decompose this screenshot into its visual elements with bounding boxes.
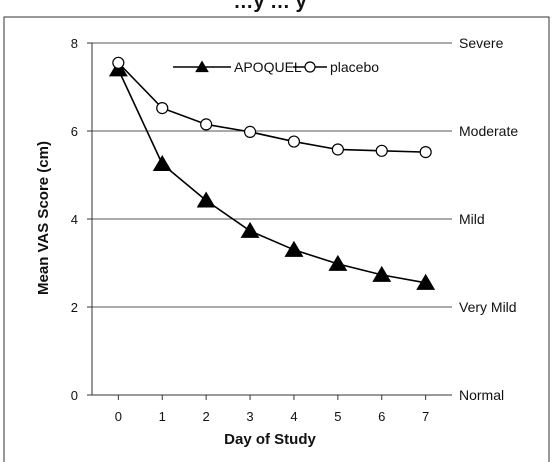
series-layer bbox=[108, 56, 436, 290]
data-point-apoquel bbox=[416, 273, 436, 290]
severity-label-moderate: Moderate bbox=[459, 123, 518, 139]
data-point-placebo bbox=[419, 146, 432, 159]
series-line-placebo bbox=[117, 62, 426, 153]
legend-item-apoquel: APOQUEL bbox=[173, 59, 302, 75]
data-point-apoquel bbox=[372, 265, 392, 282]
grid-lines bbox=[92, 42, 452, 308]
x-tick-label: 5 bbox=[334, 409, 341, 424]
data-point-placebo bbox=[375, 144, 388, 157]
chart-frame bbox=[3, 16, 550, 462]
x-tick-label: 2 bbox=[203, 409, 210, 424]
data-point-apoquel bbox=[328, 254, 348, 271]
x-tick-label: 0 bbox=[115, 409, 122, 424]
x-tick-label: 7 bbox=[422, 409, 429, 424]
series-line-apoquel bbox=[117, 69, 426, 284]
series-placebo bbox=[112, 56, 432, 159]
x-axis-title: Day of Study bbox=[224, 431, 316, 448]
data-point-placebo bbox=[243, 125, 257, 138]
data-point-placebo bbox=[156, 102, 169, 115]
y-tick-label: 0 bbox=[71, 388, 78, 403]
x-tick-label: 3 bbox=[246, 409, 253, 424]
data-point-placebo bbox=[287, 135, 301, 148]
chart-title: …y … y bbox=[233, 0, 307, 13]
data-point-apoquel bbox=[152, 155, 172, 172]
severity-labels: Severe Moderate Mild Very Mild Normal bbox=[459, 35, 518, 403]
x-tick-label: 4 bbox=[290, 409, 297, 424]
legend: APOQUEL placebo bbox=[173, 59, 379, 75]
data-point-placebo bbox=[112, 56, 125, 69]
data-point-apoquel bbox=[240, 221, 260, 238]
y-axis-title: Mean VAS Score (cm) bbox=[35, 141, 52, 295]
x-tick-label: 6 bbox=[378, 409, 385, 424]
severity-label-mild: Mild bbox=[459, 211, 485, 227]
data-point-placebo bbox=[200, 118, 213, 131]
series-apoquel bbox=[108, 60, 436, 290]
severity-label-very-mild: Very Mild bbox=[459, 299, 517, 315]
legend-label-placebo: placebo bbox=[330, 59, 379, 75]
x-tick-label: 1 bbox=[159, 409, 166, 424]
y-tick-label: 8 bbox=[71, 36, 78, 51]
severity-label-normal: Normal bbox=[459, 387, 504, 403]
legend-marker-placebo bbox=[304, 61, 316, 73]
y-tick-label: 6 bbox=[71, 124, 78, 139]
severity-label-severe: Severe bbox=[459, 35, 504, 51]
y-tick-label: 4 bbox=[71, 212, 78, 227]
legend-label-apoquel: APOQUEL bbox=[234, 59, 302, 75]
tick-labels: 0 2 4 6 8 0 1 2 3 4 5 6 7 bbox=[71, 36, 430, 424]
data-point-apoquel bbox=[196, 191, 216, 208]
axes bbox=[87, 42, 452, 400]
y-tick-label: 2 bbox=[71, 300, 78, 315]
data-point-apoquel bbox=[284, 240, 304, 257]
legend-item-placebo: placebo bbox=[293, 59, 379, 75]
legend-marker-apoquel bbox=[195, 60, 209, 73]
data-point-placebo bbox=[331, 143, 344, 156]
